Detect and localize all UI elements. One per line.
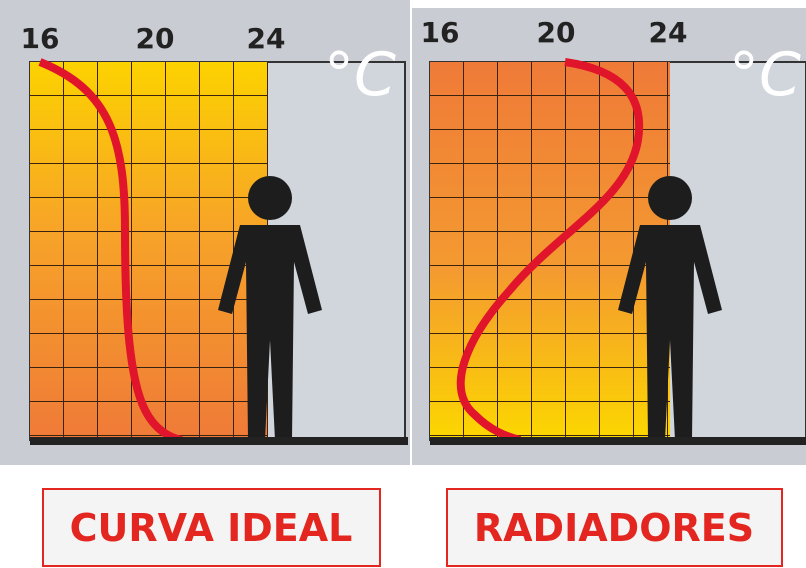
tick-label: 24 xyxy=(247,22,286,55)
unit: °C xyxy=(324,40,396,110)
tick-label: 16 xyxy=(21,22,60,55)
tick-label: 20 xyxy=(136,22,175,55)
panel-right: 16 20 24 °C xyxy=(412,8,806,465)
temperature-curve xyxy=(38,58,183,444)
label-box xyxy=(42,488,381,567)
person xyxy=(218,176,322,440)
tick-label: 16 xyxy=(421,16,460,49)
panel-label: RADIADORES xyxy=(474,506,754,550)
floor xyxy=(430,437,806,445)
floor xyxy=(30,437,408,445)
person xyxy=(618,176,722,440)
temperature-curve xyxy=(456,58,644,444)
tick-label: 24 xyxy=(649,16,688,49)
unit: °C xyxy=(729,40,801,110)
panel-left: 16 20 24 °C xyxy=(0,0,410,465)
label-box xyxy=(446,488,783,567)
grid xyxy=(30,62,268,440)
tick-label: 20 xyxy=(537,16,576,49)
panel-label: CURVA IDEAL xyxy=(70,506,353,550)
